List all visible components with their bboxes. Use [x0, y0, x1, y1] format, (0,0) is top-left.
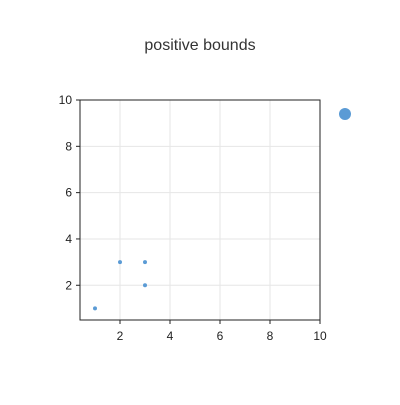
- x-tick-label: 4: [167, 329, 174, 343]
- grid-lines: [80, 99, 321, 320]
- x-tick-label: 2: [117, 329, 124, 343]
- x-tick-label: 8: [267, 329, 274, 343]
- y-tick-label: 4: [65, 232, 72, 246]
- y-tick-label: 6: [65, 186, 72, 200]
- scatter-point: [93, 306, 97, 311]
- x-tick-label: 10: [313, 329, 327, 343]
- legend: [339, 108, 351, 120]
- scatter-point: [143, 260, 147, 265]
- y-tick-label: 8: [65, 139, 72, 153]
- plot-frame: [79, 99, 321, 321]
- data-points: [93, 260, 147, 311]
- scatter-point: [143, 283, 147, 288]
- y-tick-label: 10: [59, 93, 73, 107]
- axes: 2 4 6 8 10 2 4 6 8 10: [59, 93, 327, 343]
- chart-title: positive bounds: [144, 37, 255, 54]
- x-tick-label: 6: [217, 329, 224, 343]
- y-tick-label: 2: [65, 278, 72, 292]
- legend-marker[interactable]: [339, 108, 351, 120]
- scatter-point: [118, 260, 122, 265]
